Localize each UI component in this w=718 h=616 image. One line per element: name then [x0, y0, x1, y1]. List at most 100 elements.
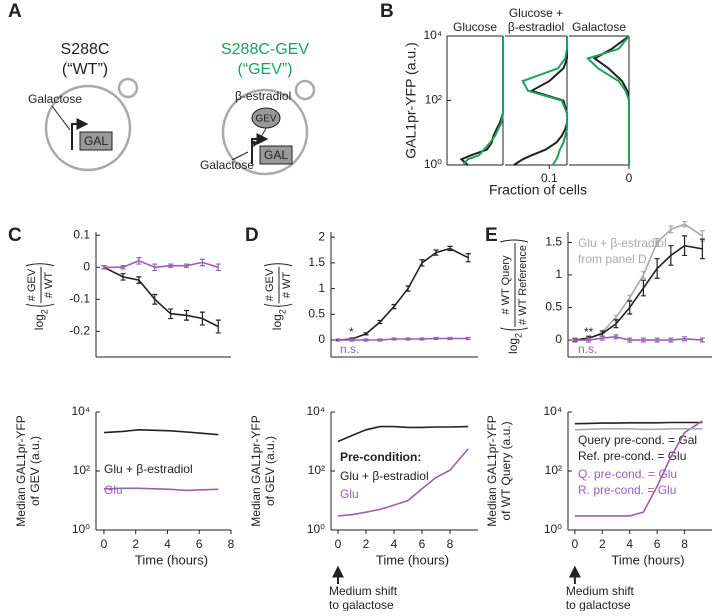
- annotation: n.s.: [578, 342, 597, 356]
- series-line: [103, 428, 219, 436]
- error-bar: [447, 245, 453, 252]
- x-tick-label: 2: [132, 537, 139, 551]
- y-label-paren: [499, 327, 529, 331]
- y-axis-label-line: of GEV (a.u.): [263, 436, 277, 506]
- error-bar: [699, 238, 705, 260]
- error-bar: [215, 263, 221, 272]
- error-bar: [136, 276, 142, 284]
- error-bar: [654, 237, 660, 247]
- y-label-paren: [263, 263, 293, 267]
- panel-label: D: [245, 225, 259, 246]
- y-tick-label: 10²: [308, 463, 325, 477]
- error-bar: [377, 338, 383, 342]
- error-bar: [168, 308, 174, 320]
- y-label-base: 2: [277, 309, 287, 314]
- density-line: [459, 36, 504, 166]
- arrow-label: to galactose: [566, 598, 631, 611]
- x-tick-label: 6: [419, 537, 426, 551]
- annotation: *: [349, 325, 354, 339]
- x-tick-label: 0: [572, 537, 579, 551]
- y-tick-label: 0: [83, 259, 90, 273]
- y-tick-label: 10⁰: [544, 522, 562, 536]
- y-label-base: 2: [513, 333, 523, 338]
- error-bar: [199, 258, 205, 267]
- error-bar: [120, 273, 126, 281]
- bud: [294, 79, 316, 101]
- error-bar: [419, 337, 425, 341]
- error-bar: [682, 235, 688, 257]
- error-bar: [654, 258, 660, 279]
- error-bar: [572, 337, 578, 343]
- y-tick-label: 10²: [73, 463, 90, 477]
- gene-box: [259, 145, 293, 165]
- error-bar: [419, 259, 425, 267]
- error-bar: [447, 336, 453, 341]
- legend-entry: Glu + β-estradiol: [578, 236, 667, 250]
- inducer-label: Galactose: [200, 158, 254, 172]
- error-bar: [101, 265, 107, 270]
- x-tick-label: 0: [626, 171, 633, 185]
- error-bar: [199, 311, 205, 326]
- panel-label: B: [380, 1, 394, 22]
- x-tick-label: 4: [164, 537, 171, 551]
- series-line: [337, 448, 469, 517]
- error-bar: [613, 334, 619, 340]
- error-bar: [349, 338, 355, 342]
- subplot-title: Glucose +: [509, 6, 563, 20]
- annotation: **: [584, 325, 594, 339]
- series-line: [574, 420, 703, 517]
- y-tick-label: 0: [318, 332, 325, 346]
- arrow-label: to galactose: [329, 598, 394, 611]
- error-bar: [668, 225, 674, 234]
- series-line: [103, 266, 219, 328]
- y-axis-label: GAL1pr-YFP (a.u.): [403, 42, 419, 158]
- error-bar: [640, 271, 646, 279]
- error-bar: [363, 332, 369, 336]
- error-bar: [668, 245, 674, 266]
- y-tick-label: -0.2: [69, 324, 90, 338]
- y-axis-label-line: Median GAL1pr-YFP: [249, 415, 263, 526]
- x-tick-label: 8: [681, 537, 688, 551]
- y-tick-label: 1.5: [308, 255, 325, 269]
- inducer-line: [231, 151, 249, 161]
- strain-subtitle: (“GEV”): [237, 61, 292, 78]
- x-tick-label: 6: [654, 537, 661, 551]
- y-label-denominator: # WT Reference: [517, 245, 529, 325]
- density-line: [585, 35, 630, 165]
- x-tick-label: 0.1: [541, 171, 558, 185]
- arrow-label: Medium shift: [566, 584, 635, 598]
- y-label-paren: [263, 303, 293, 307]
- y-label-log: log: [32, 314, 46, 330]
- y-axis-label-line: of GEV (a.u.): [28, 436, 42, 506]
- y-label-log: log: [270, 314, 284, 330]
- x-axis-label: Time (hours): [611, 552, 684, 567]
- legend-entry: Glu + β-estradiol: [340, 469, 429, 483]
- gene-label: GAL: [84, 134, 108, 148]
- series-line: [574, 244, 703, 341]
- arrow-label: Medium shift: [329, 584, 398, 598]
- y-label-base: 2: [39, 309, 49, 314]
- gene-box: [79, 131, 113, 151]
- y-label-paren: [499, 239, 529, 243]
- error-bar: [613, 319, 619, 329]
- y-axis-label: Median GAL1pr-YFP of GEV (a.u.): [249, 415, 277, 526]
- subplot-title: Galactose: [572, 20, 626, 34]
- y-tick-label: -0.1: [69, 291, 90, 305]
- error-bar: [433, 249, 439, 256]
- error-bar: [599, 335, 605, 341]
- promoter-arrow: [71, 118, 89, 150]
- x-tick-label: 2: [599, 537, 606, 551]
- strain-title: S288C-GEV: [221, 41, 309, 58]
- gene-label: GAL: [264, 148, 288, 162]
- series-line: [574, 421, 703, 425]
- y-axis-label: Median GAL1pr-YFP of WT Query (a.u.): [485, 415, 513, 526]
- error-bar: [613, 314, 619, 320]
- error-bar: [152, 293, 158, 305]
- strain-subtitle: (“WT”): [62, 61, 108, 78]
- x-tick-label: 8: [228, 537, 235, 551]
- x-tick-label: 0: [335, 537, 342, 551]
- series-line: [337, 425, 469, 443]
- y-tick-label: 10⁰: [424, 157, 442, 171]
